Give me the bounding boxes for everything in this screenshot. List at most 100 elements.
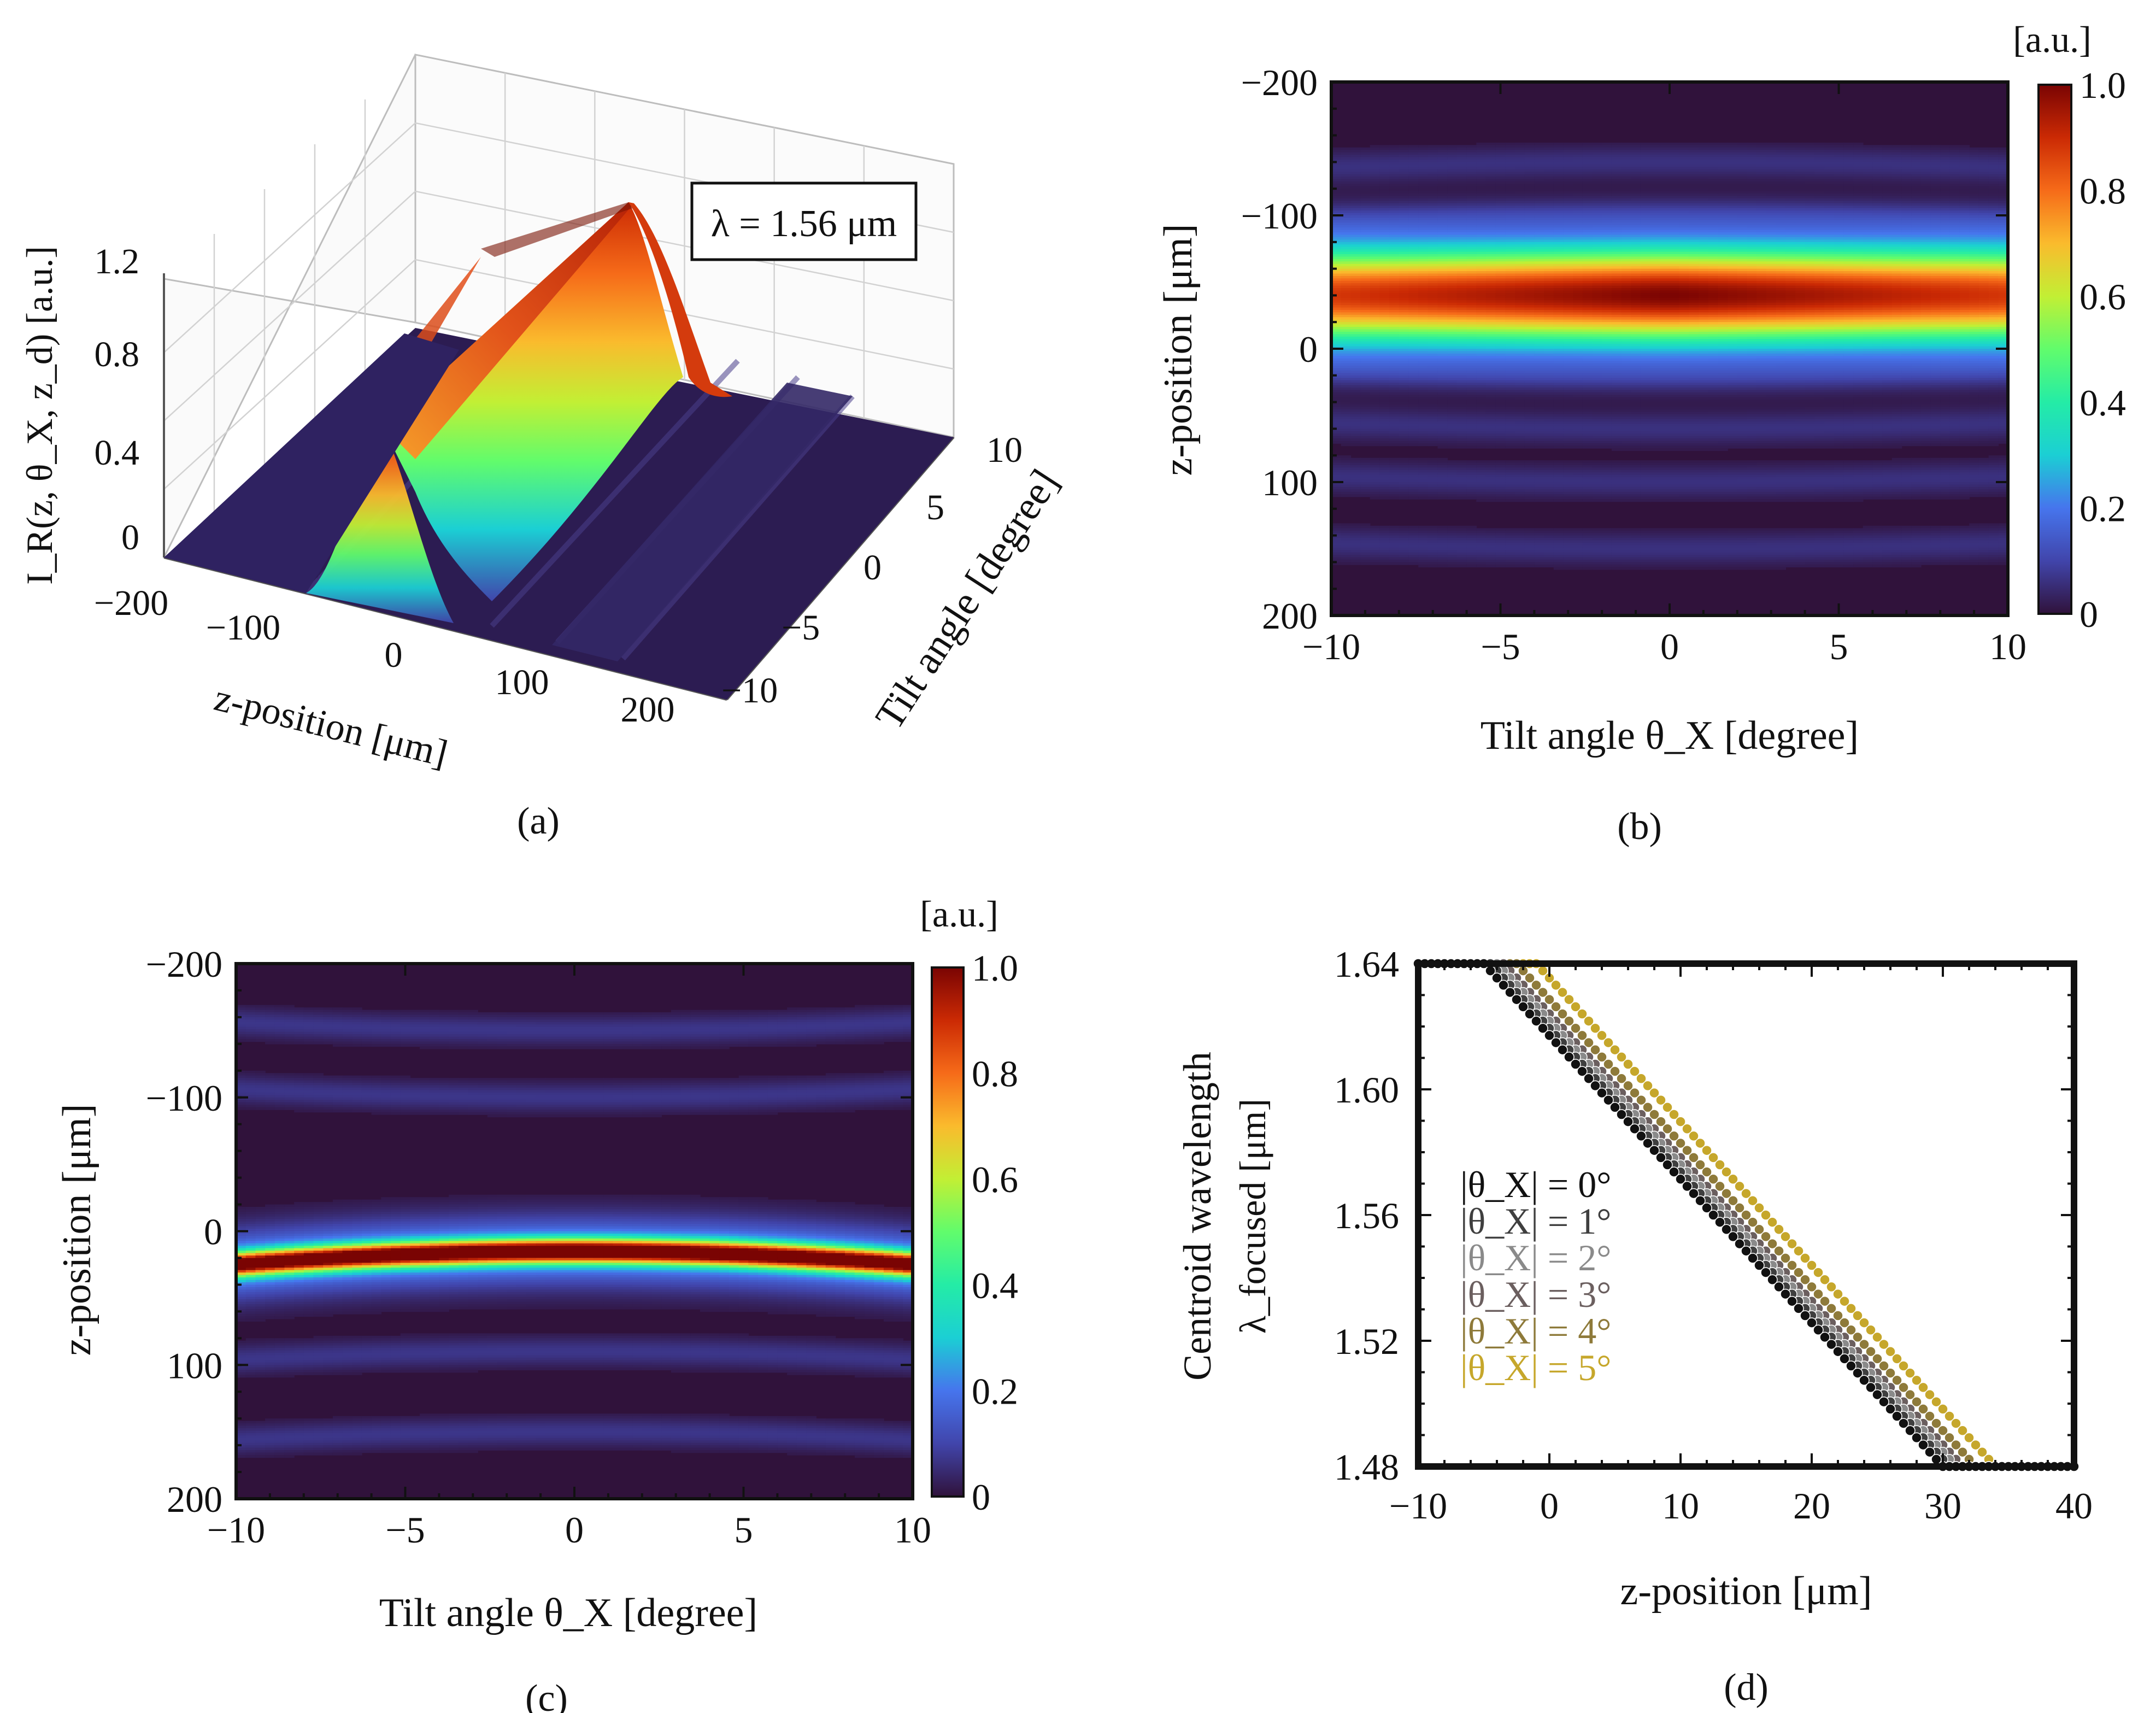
data-point: [1905, 1389, 1916, 1400]
y-tick-label: 200: [167, 1479, 222, 1520]
panel-a-y-tick: 5: [926, 488, 944, 527]
data-point: [1747, 1217, 1758, 1228]
panel-c-heatmap: −10 −5 0 5 10 −200 −100 0 100 200 Tilt angle θ_X…: [55, 893, 1018, 1713]
panel-a-x-ticks: −200 −100 0 100 200: [94, 583, 675, 730]
data-point: [1760, 1267, 1771, 1278]
data-point: [1596, 1052, 1607, 1063]
data-point: [1951, 1439, 1961, 1451]
data-point: [1760, 1231, 1771, 1242]
data-point: [1885, 1368, 1896, 1378]
y-tick-label: 0: [1299, 328, 1318, 370]
data-point: [1826, 1303, 1837, 1314]
x-tick-label: −5: [1481, 626, 1520, 667]
panel-b-caption: (b): [1617, 806, 1662, 848]
data-point: [1695, 1159, 1706, 1170]
data-point: [1800, 1253, 1811, 1264]
data-point: [1951, 1418, 1961, 1429]
panel-a-y-ticks: −10−5 0 5 10: [721, 430, 1023, 711]
data-point: [1872, 1353, 1883, 1364]
panel-d-y-label-line2: λ_focused [μm]: [1232, 1099, 1273, 1334]
data-point: [1714, 1181, 1725, 1192]
data-point: [1583, 1073, 1594, 1084]
data-point: [1518, 1001, 1529, 1012]
data-point: [1852, 1310, 1863, 1321]
data-point: [1734, 1181, 1745, 1192]
data-point: [1570, 1059, 1581, 1070]
colorbar-tick-label: 1.0: [2079, 64, 2126, 106]
data-point: [1819, 1274, 1830, 1286]
data-point: [1688, 1130, 1699, 1142]
data-point: [1832, 1288, 1843, 1300]
data-point: [1878, 1396, 1889, 1407]
data-point: [1787, 1238, 1797, 1249]
data-point: [1806, 1317, 1817, 1328]
colorbar-tick-label: 0.2: [972, 1370, 1018, 1412]
panel-c-y-label: z-position [μm]: [55, 1104, 99, 1356]
data-point: [1832, 1346, 1843, 1357]
data-point: [1793, 1245, 1804, 1257]
data-point: [1839, 1353, 1850, 1364]
data-point: [1688, 1152, 1699, 1163]
data-point: [1583, 1016, 1594, 1026]
y-tick-label: 0: [204, 1211, 222, 1253]
data-point: [1747, 1195, 1758, 1206]
data-point: [1885, 1404, 1896, 1415]
data-point: [1623, 1059, 1634, 1070]
panel-c-colorbar-ticks: 0 0.2 0.4 0.6 0.8 1.0: [972, 947, 1018, 1518]
data-point: [1754, 1260, 1765, 1271]
data-point: [1944, 1411, 1955, 1422]
y-tick-label: 1.52: [1334, 1321, 1399, 1362]
data-point: [1642, 1080, 1653, 1092]
data-point: [1773, 1281, 1784, 1293]
data-point: [1537, 987, 1548, 998]
legend-entry-2: |θ_X| = 2°: [1460, 1237, 1611, 1278]
data-point: [1846, 1303, 1857, 1314]
data-point: [1859, 1339, 1870, 1350]
data-point: [1695, 1137, 1706, 1149]
data-point: [1649, 1109, 1660, 1120]
data-point: [1760, 1210, 1771, 1221]
data-point: [1898, 1418, 1909, 1429]
data-point: [1596, 1087, 1607, 1099]
data-point: [1531, 1016, 1542, 1026]
data-point: [1682, 1181, 1693, 1192]
data-point: [1780, 1253, 1791, 1264]
data-point: [1891, 1411, 1902, 1422]
panel-c-x-label: Tilt angle θ_X [degree]: [379, 1591, 757, 1635]
data-point: [1957, 1446, 1968, 1458]
panel-c-x-tick-labels: −10 −5 0 5 10: [207, 1509, 931, 1551]
colorbar-tick-label: 0.6: [972, 1159, 1018, 1200]
y-tick-label: 1.64: [1334, 943, 1399, 985]
data-point: [1550, 1037, 1561, 1048]
data-point: [1898, 1360, 1909, 1371]
data-point: [1754, 1202, 1765, 1213]
data-point: [1728, 1195, 1738, 1206]
x-tick-label: 5: [735, 1509, 753, 1551]
panel-b-y-label: z-position [μm]: [1156, 224, 1201, 476]
data-point: [1918, 1404, 1929, 1415]
data-point: [1708, 1210, 1719, 1221]
legend-entry-0: |θ_X| = 0°: [1460, 1164, 1611, 1205]
colorbar-tick-label: 0: [2079, 594, 2098, 635]
data-point: [1590, 1080, 1601, 1092]
data-point: [1577, 1066, 1588, 1077]
panel-a-z-tick: 0.4: [95, 433, 140, 473]
data-point: [1609, 1102, 1620, 1113]
data-point: [1603, 1059, 1614, 1070]
data-point: [1826, 1281, 1837, 1293]
data-point: [1891, 1353, 1902, 1364]
data-point: [1846, 1324, 1857, 1336]
y-tick-label: −100: [146, 1077, 222, 1119]
data-point: [1557, 1008, 1568, 1019]
data-point: [1675, 1116, 1686, 1127]
data-point: [1675, 1174, 1686, 1185]
data-point: [1859, 1375, 1870, 1386]
data-point: [1819, 1295, 1830, 1307]
x-tick-label: 40: [2055, 1485, 2093, 1527]
data-point: [1623, 1080, 1634, 1092]
data-point: [1924, 1389, 1935, 1400]
panel-d-x-label: z-position [μm]: [1620, 1569, 1872, 1614]
legend-entry-1: |θ_X| = 1°: [1460, 1200, 1611, 1242]
data-point: [1800, 1274, 1811, 1286]
data-point: [1872, 1331, 1883, 1343]
